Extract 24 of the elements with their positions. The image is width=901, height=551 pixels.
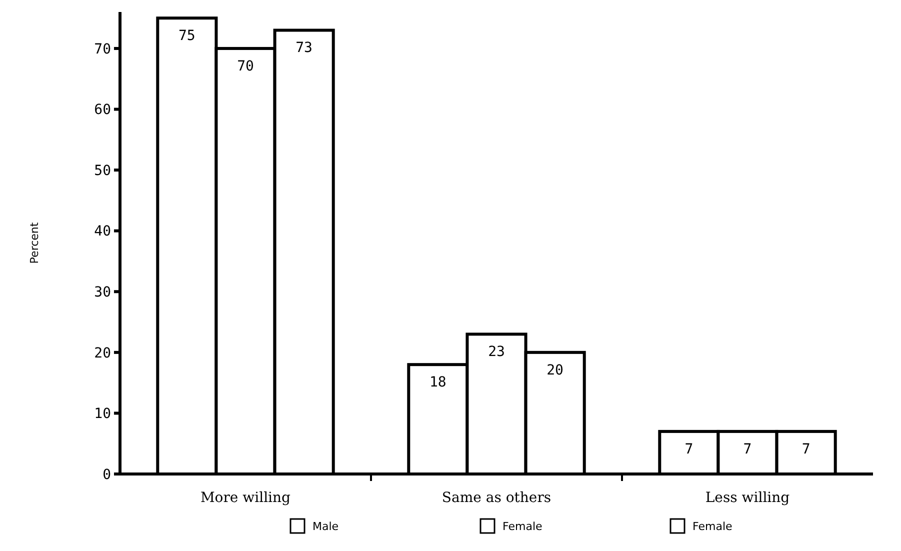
data-label: 7 (802, 441, 810, 458)
x-tick-label: Less willing (705, 490, 790, 506)
data-label: 75 (178, 28, 196, 44)
legend-label: Female (502, 520, 543, 533)
data-label: 7 (684, 441, 694, 458)
legend-label: Female (692, 520, 733, 533)
y-tick-label: 0 (102, 466, 111, 483)
data-label: 18 (430, 374, 446, 391)
x-tick-label: More willing (200, 490, 291, 506)
y-tick-label: 70 (94, 41, 111, 58)
y-axis-title: Percent (28, 222, 41, 264)
data-label: 23 (488, 344, 505, 360)
legend-label: Male (312, 520, 339, 533)
data-label: 70 (237, 58, 254, 74)
y-tick-label: 40 (94, 224, 111, 240)
x-tick-label: Same as others (442, 490, 552, 506)
y-tick-label: 60 (94, 102, 111, 118)
y-tick-label: 30 (94, 284, 111, 301)
data-label: 7 (743, 441, 752, 458)
data-label: 20 (546, 362, 564, 378)
y-tick-label: 10 (94, 406, 111, 422)
data-label: 73 (296, 40, 312, 56)
y-tick-label: 50 (94, 162, 111, 179)
y-tick-label: 20 (94, 345, 111, 362)
